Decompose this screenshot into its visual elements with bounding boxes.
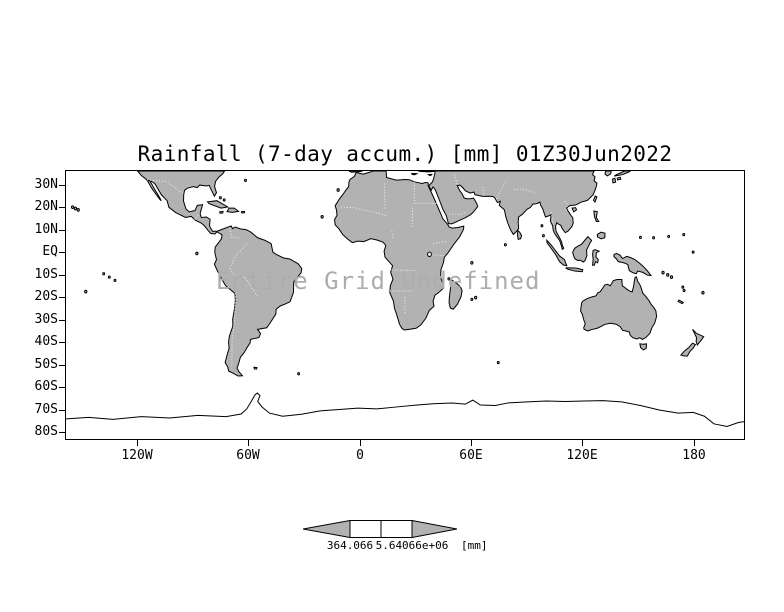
lon-label-120w: 120W [121, 448, 153, 463]
island-nz-north [693, 329, 704, 345]
antarctica-coastline [66, 393, 744, 427]
landmass-iberia-sliver [349, 171, 363, 172]
island-taiwan [594, 196, 597, 202]
lat-tick [59, 207, 65, 208]
island-cuba [207, 201, 227, 208]
island-madagascar [449, 280, 462, 310]
lat-tick [59, 297, 65, 298]
undefined-grid-message: Entire Grid Undefined [216, 267, 541, 295]
island-sumatra [547, 240, 567, 265]
lat-tick [59, 432, 65, 433]
colorbar [303, 520, 457, 538]
landmass-korea-sliver [605, 171, 611, 176]
colorbar-tick-label-2: 5.64066e+06 [375, 539, 449, 552]
lat-label-10s: 10S [34, 267, 58, 282]
island-cyprus [428, 174, 432, 175]
island-tasmania [640, 344, 647, 350]
island-luzon [594, 211, 599, 221]
lat-label-10n: 10N [34, 222, 58, 237]
lat-label-80s: 80S [34, 424, 58, 439]
landmass-americas [138, 171, 302, 376]
island-hispaniola [227, 208, 238, 212]
landmass-baja-california [147, 180, 162, 201]
lon-tick [137, 440, 138, 446]
lon-tick [471, 440, 472, 446]
lat-label-30n: 30N [34, 177, 58, 192]
island-sulawesi [593, 250, 600, 266]
colorbar-right-arrow [411, 520, 457, 538]
island-puerto-rico [242, 211, 245, 213]
lat-label-40s: 40S [34, 334, 58, 349]
island-borneo [573, 237, 592, 262]
colorbar-cell-1 [349, 520, 382, 538]
country-borders [147, 174, 568, 368]
colorbar-tick-label-1: 364.066 [326, 539, 374, 552]
map-frame: Entire Grid Undefined [65, 170, 745, 440]
lat-tick [59, 320, 65, 321]
lat-tick [59, 410, 65, 411]
island-java [566, 268, 583, 272]
small-islands [71, 179, 704, 375]
lon-label-180: 180 [682, 448, 706, 463]
lon-tick [582, 440, 583, 446]
lon-label-0: 0 [356, 448, 364, 463]
lon-label-120e: 120E [566, 448, 598, 463]
lat-label-20s: 20S [34, 289, 58, 304]
island-jamaica [220, 211, 223, 213]
island-honshu-sliver [614, 171, 630, 176]
colorbar-cell-2 [380, 520, 413, 538]
island-kyushu [613, 178, 616, 182]
world-map [66, 171, 744, 439]
island-new-caledonia [678, 300, 683, 304]
lon-tick [694, 440, 695, 446]
landmass-africa [335, 171, 464, 330]
island-new-guinea [614, 253, 651, 275]
lat-label-60s: 60S [34, 379, 58, 394]
island-crete [412, 173, 417, 174]
lon-tick [248, 440, 249, 446]
landmass-asia [418, 171, 597, 249]
lon-label-60w: 60W [236, 448, 260, 463]
lat-tick [59, 185, 65, 186]
lat-label-20n: 20N [34, 199, 58, 214]
lat-tick [59, 365, 65, 366]
island-sri-lanka [517, 231, 521, 240]
lat-label-30s: 30S [34, 312, 58, 327]
lon-label-60e: 60E [459, 448, 483, 463]
island-nz-south [681, 343, 696, 356]
lat-label-70s: 70S [34, 402, 58, 417]
lat-tick [59, 387, 65, 388]
lat-label-50s: 50S [34, 357, 58, 372]
island-mindanao [597, 232, 605, 239]
landmass-australia [581, 277, 657, 340]
colorbar-left-arrow [303, 520, 351, 538]
plot-title: Rainfall (7-day accum.) [mm] 01Z30Jun202… [137, 142, 673, 166]
colorbar-unit-label: [mm] [461, 539, 488, 552]
island-falklands [254, 367, 257, 369]
lat-label-eq: EQ [42, 244, 58, 259]
lat-tick [59, 342, 65, 343]
lat-tick [59, 252, 65, 253]
lake-victoria [428, 252, 432, 256]
island-hainan [572, 208, 577, 212]
lon-tick [360, 440, 361, 446]
lat-tick [59, 230, 65, 231]
lat-tick [59, 275, 65, 276]
island-shikoku [617, 177, 621, 180]
